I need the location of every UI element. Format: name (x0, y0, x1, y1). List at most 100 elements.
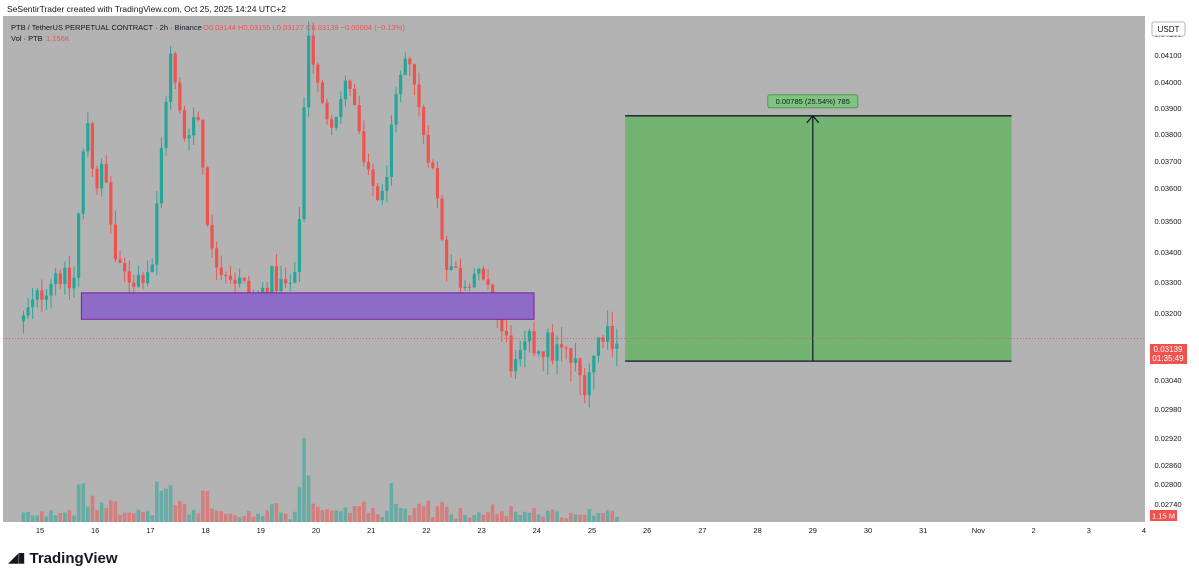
volume-bar (182, 503, 187, 522)
price-tick-label: 0.04100 (1154, 51, 1181, 60)
volume-bar (99, 502, 104, 522)
volume-bar (403, 508, 408, 522)
candle-body (523, 341, 527, 350)
candle-body (399, 74, 403, 95)
time-tick-label: 26 (643, 526, 651, 535)
volume-bar (417, 503, 421, 522)
volume-bar (518, 515, 523, 522)
time-tick-label: 19 (257, 526, 265, 535)
volume-legend-label[interactable]: Vol · PTB (11, 34, 43, 43)
volume-bar (196, 513, 201, 522)
volume-bar (279, 512, 283, 522)
time-tick-label: 27 (698, 526, 706, 535)
candle-body (454, 266, 458, 268)
symbol-legend[interactable]: PTB / TetherUS PERPETUAL CONTRACT · 2h ·… (11, 23, 202, 32)
time-tick-label: 4 (1142, 526, 1146, 535)
demand-zone-rectangle[interactable] (80, 292, 535, 320)
volume-bar (559, 517, 564, 522)
candle-body (440, 198, 444, 240)
time-tick-label: 21 (367, 526, 375, 535)
candle-body (371, 169, 375, 187)
candle-body (270, 266, 274, 298)
candle-body (182, 110, 187, 139)
measure-label-background (767, 94, 859, 109)
price-axis-background (1145, 16, 1199, 538)
volume-bar (582, 514, 587, 522)
candle-body (159, 147, 164, 204)
candle-body (541, 351, 545, 358)
volume-bar (58, 513, 63, 522)
price-tick-label: 0.03700 (1154, 157, 1181, 166)
candle-body (72, 277, 76, 289)
candle-body (389, 124, 394, 177)
volume-bar (306, 475, 311, 522)
candle-body (86, 123, 90, 152)
price-tick-label: 0.02740 (1154, 500, 1181, 509)
volume-bar (118, 514, 122, 522)
volume-bar (265, 510, 270, 522)
volume-bar (214, 510, 219, 522)
candle-body (54, 273, 58, 285)
currency-button-box[interactable] (1151, 21, 1186, 37)
candle-body (560, 344, 564, 348)
volume-bar (201, 490, 205, 522)
candle-body (210, 225, 214, 249)
candle-body (136, 275, 141, 287)
time-tick-label: Nov (972, 526, 986, 535)
chart-area[interactable]: 0.00785 (25.54%) 785 0.041600.041000.040… (0, 16, 1199, 538)
volume-bar (615, 516, 619, 522)
volume-bar (343, 507, 348, 522)
volume-bar (592, 515, 596, 522)
volume-bar (26, 511, 30, 522)
target-box[interactable] (625, 115, 1012, 362)
candle-body (311, 35, 315, 65)
volume-bar (90, 495, 95, 522)
volume-bar (532, 508, 536, 522)
candle-body (500, 318, 504, 331)
volume-bar (86, 506, 90, 522)
volume-bar (486, 512, 490, 522)
candle-body (109, 182, 113, 225)
volume-bar (205, 491, 210, 522)
volume-bar (348, 513, 352, 522)
candle-body (58, 273, 62, 284)
time-tick-label: 18 (201, 526, 209, 535)
candle-body (173, 53, 177, 83)
volume-bar (527, 512, 532, 522)
measure-label: 0.00785 (25.54%) 785 (776, 97, 850, 106)
candle-body (330, 119, 334, 128)
time-tick-label: 17 (146, 526, 154, 535)
volume-bar (168, 485, 173, 522)
candle-body (113, 224, 118, 260)
volume-bar (122, 512, 127, 522)
candle-body (592, 355, 596, 373)
volume-bar (555, 511, 559, 522)
candle-body (463, 286, 467, 288)
volume-bar (113, 501, 118, 522)
volume-bar (398, 507, 403, 522)
time-tick-label: 29 (809, 526, 817, 535)
volume-bar (541, 516, 546, 522)
time-tick-label: 30 (864, 526, 872, 535)
candle-body (334, 117, 338, 128)
candle-body (353, 88, 357, 106)
volume-bar (72, 515, 76, 522)
volume-bar (76, 484, 81, 522)
volume-bar (136, 509, 141, 522)
volume-badge: 1.15 M (1152, 512, 1175, 521)
volume-bar (210, 508, 214, 522)
time-tick-label: 20 (312, 526, 320, 535)
candle-body (141, 275, 145, 284)
tradingview-logo[interactable]: ◢▮ TradingView (8, 548, 118, 568)
volume-bar (283, 513, 288, 522)
volume-bar (385, 510, 389, 522)
volume-legend-value: 1.156K (46, 34, 70, 43)
chart-svg[interactable]: 0.00785 (25.54%) 785 0.041600.041000.040… (0, 16, 1199, 538)
candle-body (26, 307, 30, 316)
volume-bar (293, 511, 297, 522)
volume-bar (569, 512, 573, 522)
currency-button[interactable]: USDT (1158, 25, 1180, 34)
volume-bar (490, 504, 495, 522)
volume-bar (596, 513, 601, 522)
volume-bar (352, 505, 357, 522)
